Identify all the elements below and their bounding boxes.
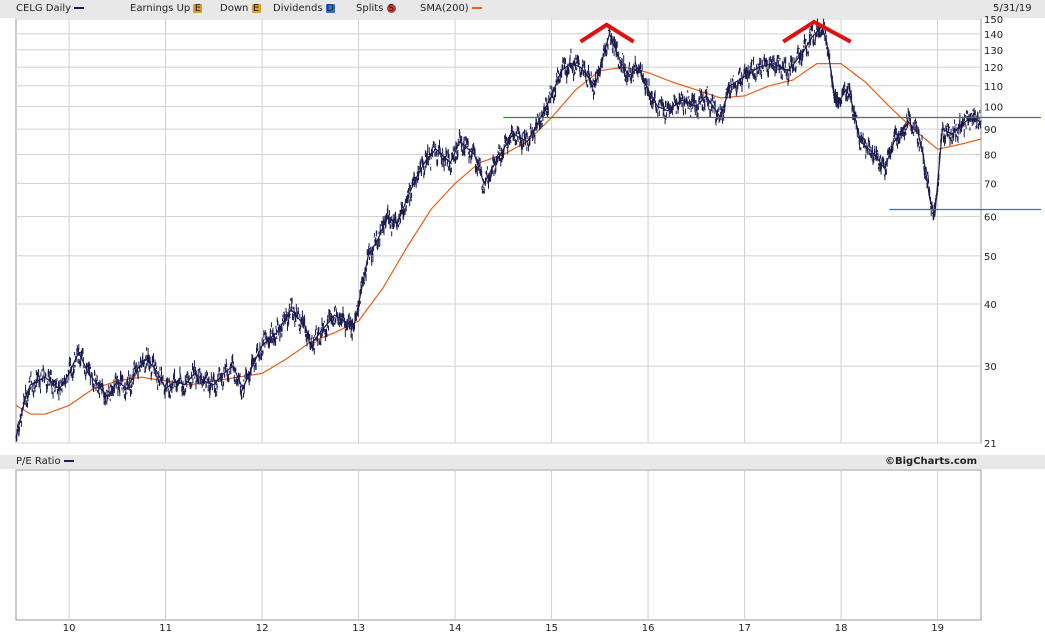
y-tick-label: 60 [984,213,997,224]
splits-legend: Splits S [356,3,396,14]
sma-legend-swatch [471,7,482,9]
chart-date: 5/31/19 [993,3,1032,14]
splits-label: Splits [356,3,384,14]
earnings-label: Earnings Up [130,3,191,14]
down-label: Down [220,3,249,14]
x-axis: 10 11 12 13 14 15 16 17 18 19 [63,623,944,634]
y-tick-label: 21 [984,439,997,450]
earnings-up-legend: Earnings Up E [130,2,203,14]
x-tick-label: 12 [256,623,269,634]
x-tick-label: 19 [931,623,944,634]
pe-ratio-header: P/E Ratio ©BigCharts.com [0,455,1045,469]
annotations [503,19,1041,211]
chart-header: CELG Daily Earnings Up E Down E Dividend… [0,0,1045,18]
ticker-legend: CELG Daily [16,3,85,14]
y-tick-label: 130 [984,46,1003,57]
price-legend-swatch [74,7,85,9]
splits-icon: S [386,2,396,14]
y-tick-label: 50 [984,252,997,263]
x-tick-label: 17 [738,623,751,634]
x-tick-label: 18 [835,623,848,634]
y-tick-label: 100 [984,102,1003,113]
dividends-label: Dividends [273,3,323,14]
bigcharts-credit: ©BigCharts.com [885,456,978,467]
peak-marker [579,22,635,44]
pe-panel-frame [15,469,982,621]
pe-label: P/E Ratio [16,456,61,467]
x-tick-label: 16 [642,623,655,634]
x-tick-label: 15 [545,623,558,634]
pe-legend-swatch [63,460,74,462]
ticker-label: CELG Daily [16,3,72,14]
sma-label: SMA(200) [420,3,469,14]
y-tick-label: 40 [984,300,997,311]
y-tick-label: 110 [984,82,1003,93]
y-tick-label: 80 [984,151,997,162]
x-tick-label: 11 [159,623,172,634]
x-tick-label: 14 [449,623,462,634]
y-axis: 21 30 40 50 60 70 80 90 100 110 120 130 140 150 [984,15,1003,450]
price-line [15,25,982,439]
earnings-down-legend: Down E [220,3,261,14]
price-series [15,18,982,442]
y-tick-label: 70 [984,179,997,190]
earnings-down-icon: E [251,2,261,14]
y-tick-label: 90 [984,125,997,136]
pe-legend: P/E Ratio [16,456,74,467]
earnings-up-icon: E [193,2,203,14]
y-tick-label: 30 [984,362,997,373]
x-tick-label: 13 [352,623,365,634]
x-tick-label: 10 [63,623,76,634]
y-tick-label: 150 [984,15,1003,26]
dividends-icon: D [325,2,335,14]
sma-legend: SMA(200) [420,3,482,14]
chart-grid [15,18,982,621]
sma-series [15,63,982,415]
y-tick-label: 120 [984,63,1003,74]
sma-line [15,63,982,415]
dividends-legend: Dividends D [273,3,335,14]
peak-marker [782,19,852,44]
y-tick-label: 140 [984,30,1003,41]
